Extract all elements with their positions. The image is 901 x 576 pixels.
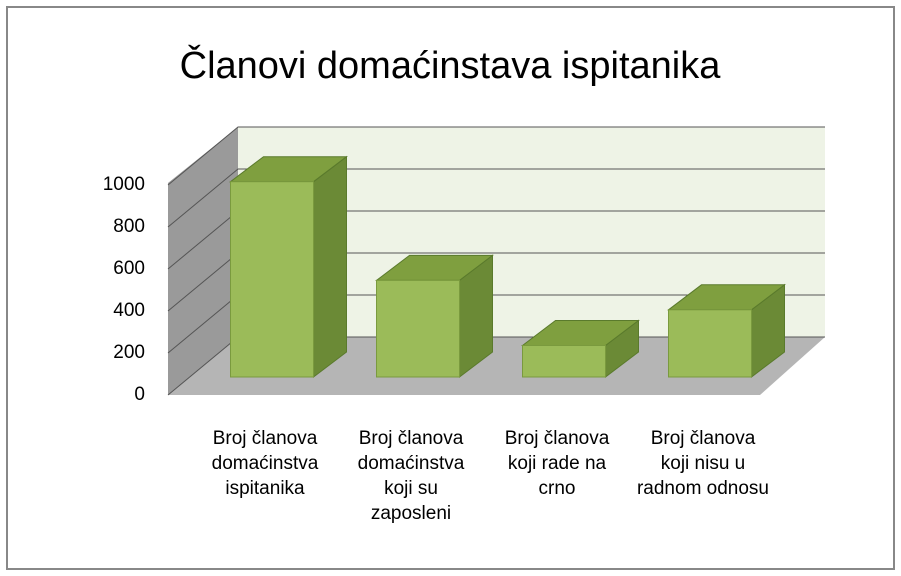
bars [229,155,786,379]
side-wall [168,127,238,395]
bar [668,309,752,378]
y-tick-label: 200 [113,342,145,363]
x-tick-label: Broj članova koji rade na crno [504,428,610,499]
x-tick-label: Broj članova domaćinstva koji su zaposle… [357,428,465,524]
bar-side [313,155,347,379]
x-tick-label: Broj članova domaćinstva ispitanika [211,428,319,499]
y-tick-label: 800 [113,216,145,237]
grid-line [167,168,825,228]
y-tick-label: 1000 [103,174,145,195]
bar [230,181,314,378]
chart-title: Članovi domaćinstava ispitanika [180,43,722,87]
y-tick-label: 600 [113,258,145,279]
y-tick-label: 0 [134,384,145,405]
grid-line [167,126,825,186]
x-tick-label: Broj članova koji nisu u radnom odnosu [636,428,770,499]
bar [522,345,606,378]
y-tick-label: 400 [113,300,145,321]
bar [376,279,460,378]
